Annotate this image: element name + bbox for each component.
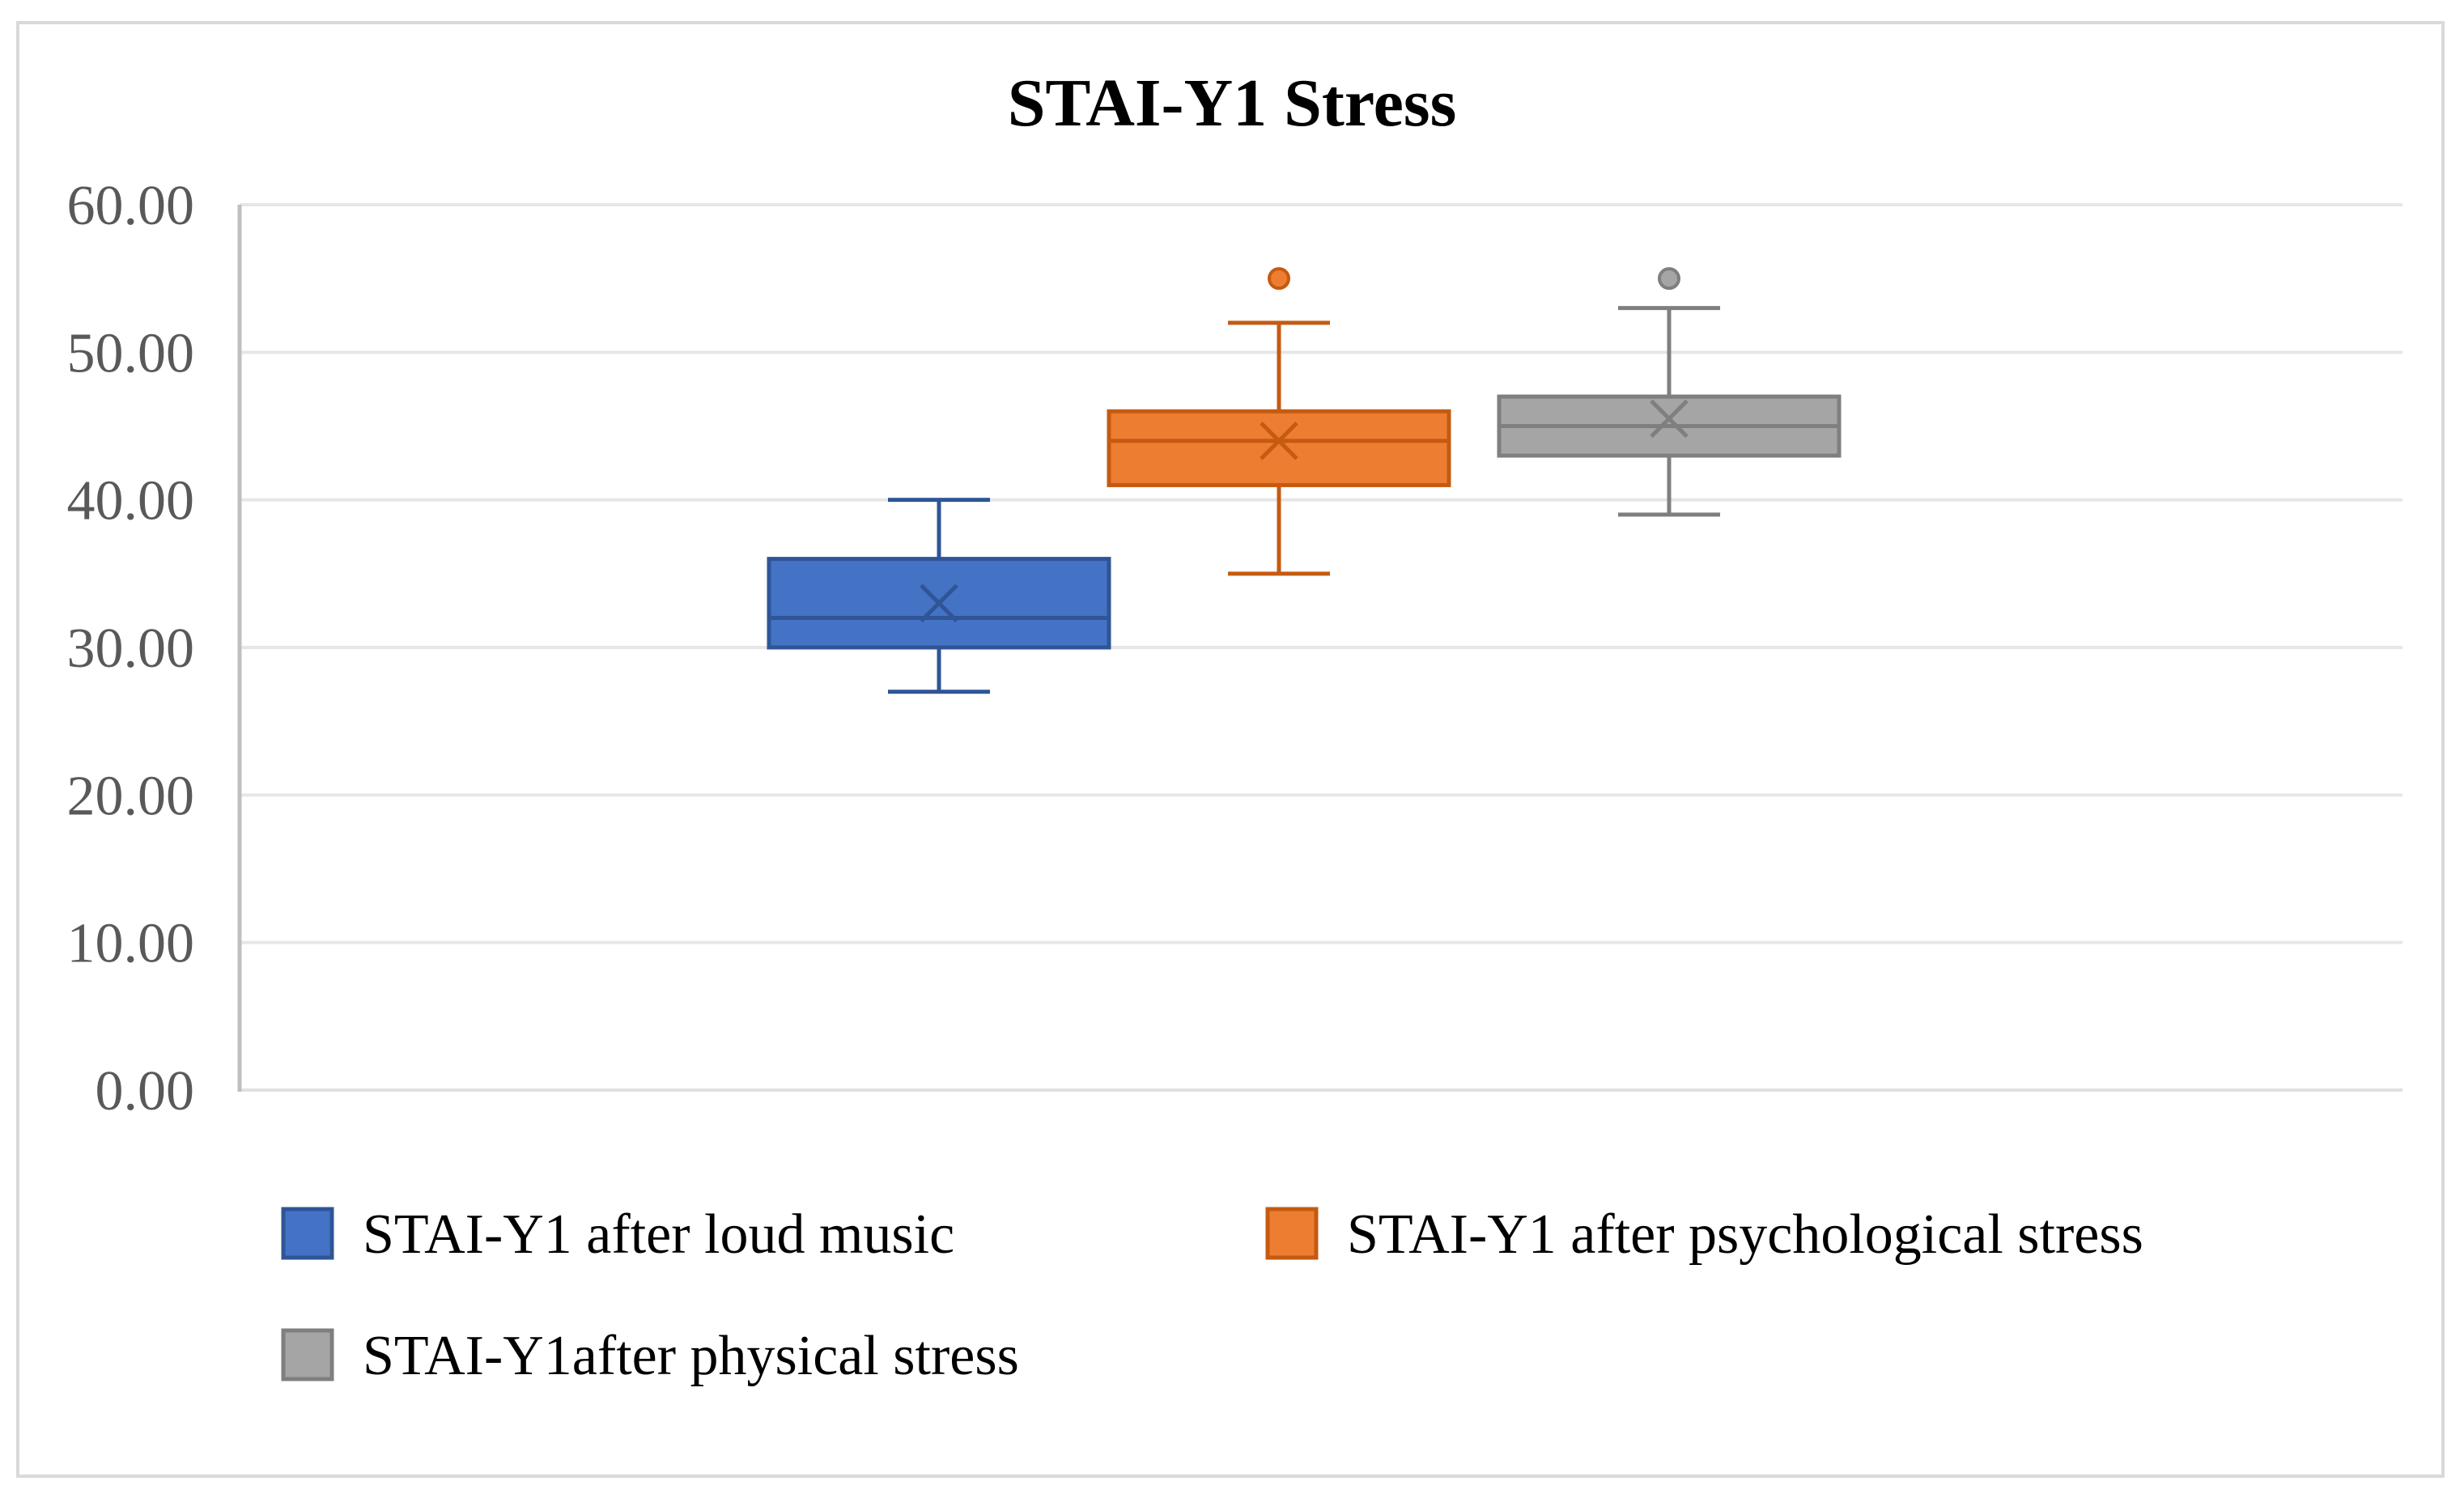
box-series-1 [767,498,1111,694]
chart-title: STAI-Y1 Stress [1008,66,1457,141]
box-series-2 [1107,267,1451,576]
mean-marker-b [1260,421,1298,460]
chart-frame [16,21,2445,1478]
y-tick-label: 40.00 [67,470,195,533]
box-iqr [1107,409,1451,487]
y-axis: 0.00 10.00 20.00 30.00 40.00 50.00 60.00 [67,175,2402,1122]
y-tick-label: 10.00 [67,913,195,975]
outlier-point [1658,267,1680,291]
y-tick-label: 20.00 [67,765,195,827]
y-tick-label: 30.00 [67,617,195,680]
legend-item-2: STAI-Y1 after psychological stress [1265,1203,2143,1266]
legend-swatch [281,1328,334,1381]
mean-marker-b [920,583,958,623]
legend-item-1: STAI-Y1 after loud music [281,1203,954,1266]
y-tick-label: 0.00 [96,1060,195,1122]
outlier-point [1268,267,1290,291]
mean-marker-b [1650,399,1689,439]
y-tick-label: 60.00 [67,175,195,237]
y-tick-label: 50.00 [67,322,195,384]
legend-swatch [1265,1207,1319,1260]
box-plots [767,267,1842,694]
gridlines [240,203,2402,944]
box-series-3 [1497,267,1842,517]
legend-item-3: STAI-Y1after physical stress [281,1325,1019,1387]
legend: STAI-Y1 after loud music STAI-Y1 after ps… [281,1203,2143,1387]
legend-label: STAI-Y1 after psychological stress [1347,1203,2143,1266]
legend-label: STAI-Y1 after loud music [363,1203,954,1266]
legend-label: STAI-Y1after physical stress [363,1325,1019,1387]
legend-swatch [281,1207,334,1260]
